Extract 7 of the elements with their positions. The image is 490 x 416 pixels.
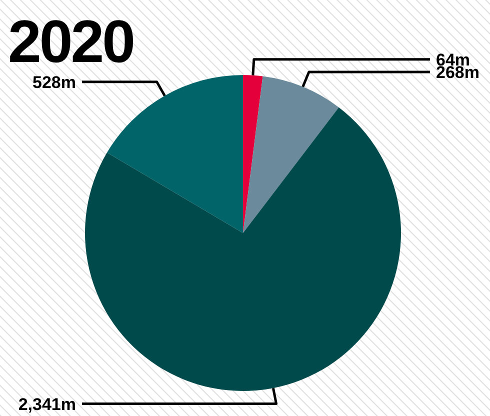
chart-title: 2020: [8, 8, 134, 75]
pie-slice: [85, 107, 401, 391]
pie-slice: [107, 75, 243, 233]
data-label: 528m: [32, 72, 76, 92]
data-label: 2,341m: [18, 394, 76, 414]
pie-slice: [243, 75, 263, 233]
pie-slice: [243, 76, 339, 233]
